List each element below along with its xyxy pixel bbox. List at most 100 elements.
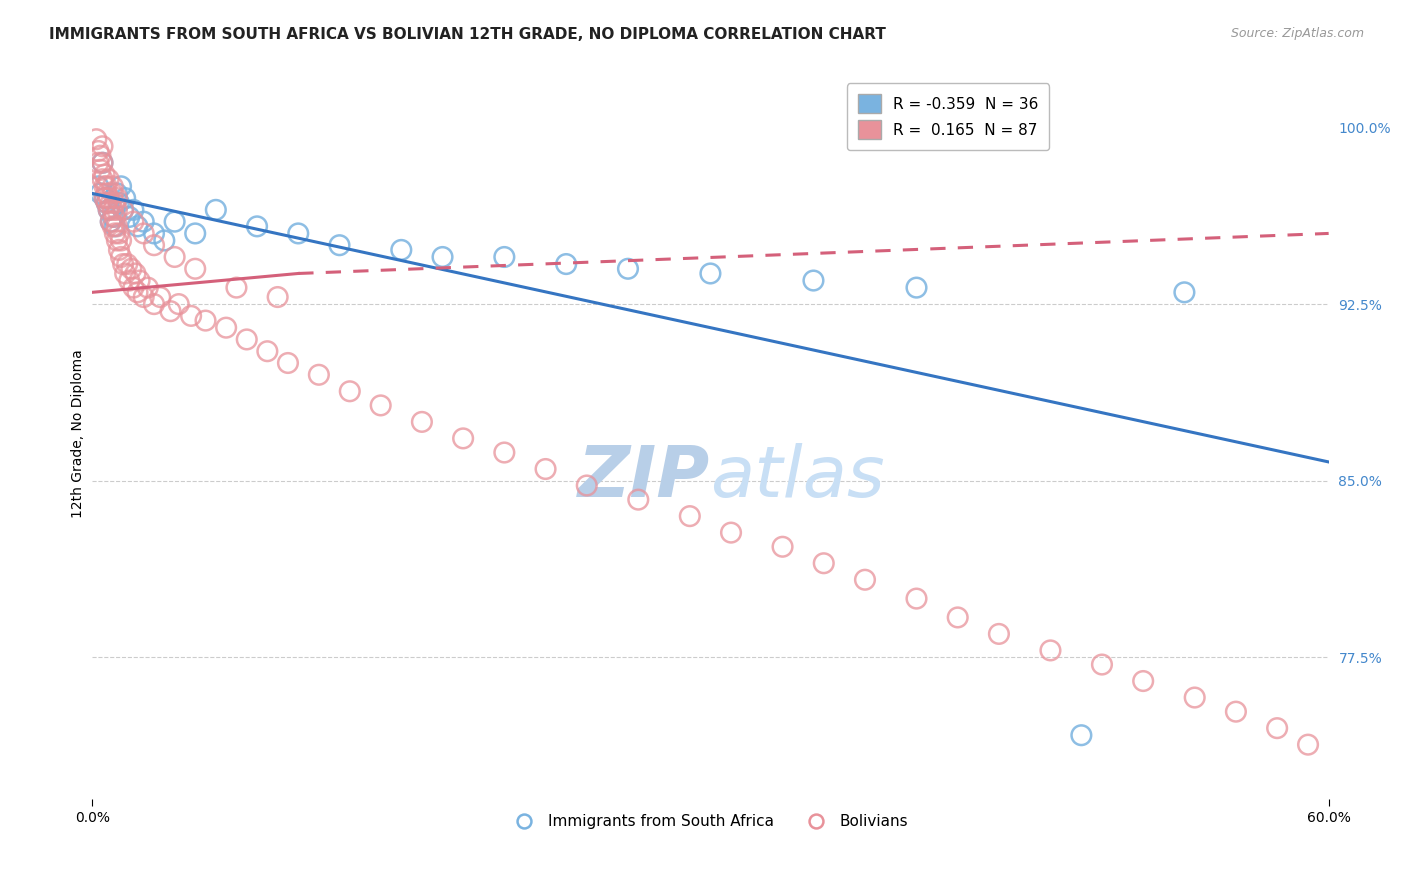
- Point: [720, 525, 742, 540]
- Point: [124, 267, 146, 281]
- Point: [91, 155, 114, 169]
- Point: [575, 478, 598, 492]
- Point: [87, 144, 110, 158]
- Point: [339, 384, 361, 399]
- Point: [127, 285, 149, 300]
- Point: [112, 257, 135, 271]
- Point: [93, 191, 115, 205]
- Point: [180, 309, 202, 323]
- Point: [100, 195, 122, 210]
- Point: [97, 191, 120, 205]
- Point: [699, 267, 721, 281]
- Point: [104, 210, 127, 224]
- Point: [143, 297, 166, 311]
- Point: [803, 274, 825, 288]
- Point: [328, 238, 350, 252]
- Point: [1173, 285, 1195, 300]
- Point: [451, 431, 474, 445]
- Point: [534, 462, 557, 476]
- Point: [112, 202, 135, 217]
- Point: [308, 368, 330, 382]
- Point: [110, 250, 132, 264]
- Point: [110, 179, 132, 194]
- Point: [287, 227, 309, 241]
- Point: [105, 234, 128, 248]
- Point: [1039, 643, 1062, 657]
- Point: [184, 227, 207, 241]
- Point: [946, 610, 969, 624]
- Point: [389, 243, 412, 257]
- Point: [432, 250, 454, 264]
- Point: [112, 202, 135, 217]
- Point: [627, 492, 650, 507]
- Point: [132, 214, 155, 228]
- Point: [1296, 738, 1319, 752]
- Point: [97, 202, 120, 217]
- Text: Source: ZipAtlas.com: Source: ZipAtlas.com: [1230, 27, 1364, 40]
- Point: [256, 344, 278, 359]
- Point: [100, 214, 122, 228]
- Point: [84, 132, 107, 146]
- Point: [97, 202, 120, 217]
- Point: [114, 267, 136, 281]
- Point: [87, 155, 110, 169]
- Point: [96, 179, 118, 194]
- Point: [184, 261, 207, 276]
- Point: [853, 573, 876, 587]
- Point: [93, 179, 115, 194]
- Point: [905, 591, 928, 606]
- Point: [101, 186, 124, 201]
- Point: [104, 227, 127, 241]
- Point: [93, 168, 115, 182]
- Point: [105, 186, 128, 201]
- Text: IMMIGRANTS FROM SOUTH AFRICA VS BOLIVIAN 12TH GRADE, NO DIPLOMA CORRELATION CHAR: IMMIGRANTS FROM SOUTH AFRICA VS BOLIVIAN…: [49, 27, 886, 42]
- Point: [120, 261, 142, 276]
- Point: [246, 219, 269, 234]
- Point: [149, 290, 172, 304]
- Point: [105, 219, 128, 234]
- Point: [215, 320, 238, 334]
- Point: [96, 186, 118, 201]
- Point: [235, 333, 257, 347]
- Point: [108, 195, 131, 210]
- Point: [105, 191, 128, 205]
- Text: atlas: atlas: [710, 443, 884, 512]
- Point: [89, 186, 111, 201]
- Point: [167, 297, 190, 311]
- Y-axis label: 12th Grade, No Diploma: 12th Grade, No Diploma: [72, 350, 86, 518]
- Point: [163, 250, 186, 264]
- Point: [108, 243, 131, 257]
- Point: [1132, 673, 1154, 688]
- Point: [118, 274, 141, 288]
- Point: [105, 202, 128, 217]
- Point: [679, 509, 702, 524]
- Point: [494, 445, 516, 459]
- Point: [89, 162, 111, 177]
- Point: [100, 214, 122, 228]
- Point: [411, 415, 433, 429]
- Text: ZIP: ZIP: [578, 443, 710, 512]
- Point: [122, 214, 145, 228]
- Point: [104, 219, 127, 234]
- Point: [494, 250, 516, 264]
- Point: [110, 234, 132, 248]
- Point: [96, 195, 118, 210]
- Point: [1070, 728, 1092, 742]
- Point: [205, 202, 228, 217]
- Point: [115, 257, 138, 271]
- Point: [225, 280, 247, 294]
- Point: [89, 149, 111, 163]
- Point: [266, 290, 288, 304]
- Point: [118, 210, 141, 224]
- Point: [1184, 690, 1206, 705]
- Point: [987, 627, 1010, 641]
- Point: [93, 191, 115, 205]
- Point: [905, 280, 928, 294]
- Point: [101, 179, 124, 194]
- Point: [143, 227, 166, 241]
- Point: [87, 179, 110, 194]
- Point: [1225, 705, 1247, 719]
- Point: [128, 274, 150, 288]
- Point: [101, 202, 124, 217]
- Point: [132, 290, 155, 304]
